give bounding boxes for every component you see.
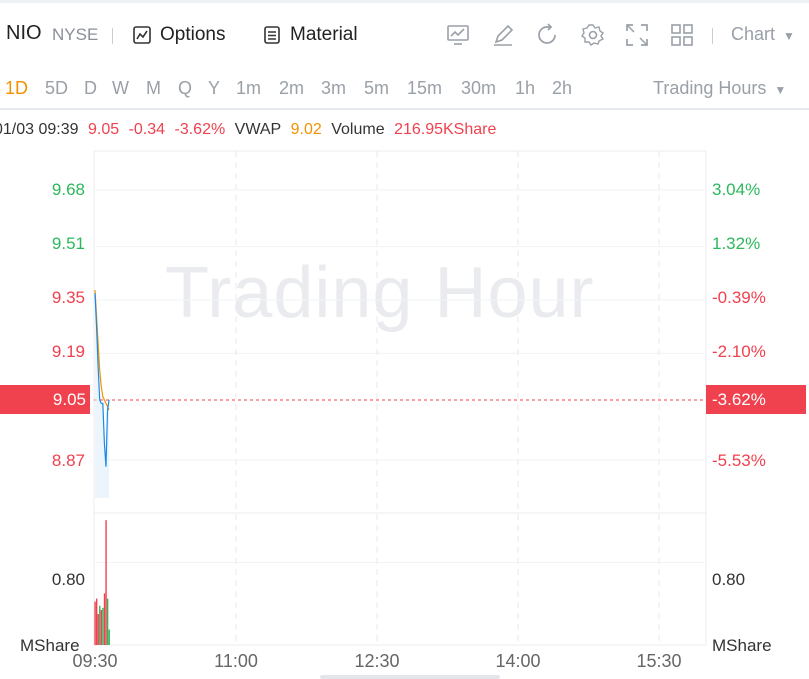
chart-display-icon[interactable] [445, 22, 471, 48]
material-button[interactable]: Material [262, 24, 358, 46]
reset-icon[interactable] [534, 22, 560, 48]
pct-tick-label: -5.53% [712, 451, 766, 470]
vwap-value: 9.02 [290, 121, 322, 138]
stock-symbol: NIO [6, 22, 42, 44]
price-line [94, 293, 110, 467]
period-tab[interactable]: 2m [279, 78, 305, 98]
period-tab[interactable]: 1h [515, 78, 536, 98]
trading-hours-label: Trading Hours [653, 78, 767, 98]
pct-tick-label: 1.32% [712, 234, 761, 253]
volume-bar [94, 601, 96, 645]
plot-frame [93, 150, 707, 646]
caret-down-icon: ▼ [783, 29, 795, 43]
current-price-label: 9.05 [52, 390, 86, 409]
caret-down-icon: ▼ [774, 83, 787, 97]
exchange-label: NYSE [52, 25, 99, 44]
current-pct-marker: -3.62% [706, 385, 806, 414]
period-tab[interactable]: Q [178, 78, 193, 98]
period-tabs: 1D 5D D W M Q Y 1m 2m 3m 5m 15m 30m 1h 2… [0, 66, 809, 110]
quote-price: 9.05 [87, 121, 120, 138]
x-tick-label: 14:00 [495, 651, 541, 671]
pct-tick-label: -0.39% [712, 288, 766, 307]
layout-grid-icon[interactable] [669, 22, 695, 48]
period-tab[interactable]: 15m [407, 78, 443, 98]
options-chart-icon [133, 26, 151, 44]
period-tab[interactable]: 30m [461, 78, 497, 98]
material-label: Material [290, 24, 358, 45]
vwap-line [94, 289, 110, 411]
settings-icon[interactable] [580, 22, 606, 48]
current-pct-label: -3.62% [712, 390, 766, 409]
price-tick-label: 9.51 [51, 234, 85, 253]
quote-change-pct: -3.62% [174, 121, 226, 138]
price-tick-label: 9.68 [51, 180, 85, 199]
volume-bar [102, 607, 104, 645]
volume-label: Volume [331, 121, 385, 138]
options-button[interactable]: Options [132, 24, 225, 46]
period-tab[interactable]: 3m [321, 78, 347, 98]
volume-tick-label: 0.80 [51, 570, 85, 589]
horizontal-scrollbar[interactable] [320, 675, 500, 679]
x-tick-label: 15:30 [636, 651, 682, 671]
chart-type-label: Chart [731, 24, 776, 44]
vwap-label: VWAP [234, 121, 282, 138]
volume-value: 216.95KShare [394, 121, 497, 138]
divider [712, 28, 713, 44]
quote-change: -0.34 [128, 121, 166, 138]
volume-bar [106, 598, 109, 645]
price-area [95, 293, 110, 498]
chart-type-select[interactable]: Chart ▼ [731, 24, 795, 45]
period-tab[interactable]: 1m [236, 78, 262, 98]
top-border [0, 0, 809, 3]
period-tab[interactable]: 5D [45, 78, 69, 98]
trading-hours-select[interactable]: Trading Hours ▼ [653, 78, 786, 99]
quote-datetime: 01/03 09:39 [0, 121, 79, 138]
period-tab[interactable]: Y [208, 78, 221, 98]
volume-bar [100, 609, 103, 645]
x-tick-label: 09:30 [72, 651, 118, 671]
volume-unit-label: MShare [712, 636, 772, 655]
price-tick-label: 9.19 [51, 342, 85, 361]
pct-tick-label: -2.10% [712, 342, 766, 361]
period-tab[interactable]: D [84, 78, 97, 98]
x-tick-label: 11:00 [214, 651, 258, 671]
divider [112, 28, 113, 44]
volume-bar [95, 598, 98, 645]
draw-pen-icon[interactable] [490, 22, 516, 48]
document-icon [264, 26, 280, 44]
fullscreen-icon[interactable] [624, 22, 650, 48]
price-tick-label: 9.35 [51, 288, 85, 307]
volume-unit-label: MShare [20, 636, 80, 655]
period-tab[interactable]: W [112, 78, 129, 98]
volume-bar [105, 520, 107, 645]
volume-tick-label: 0.80 [712, 570, 746, 589]
period-tab[interactable]: 1D [5, 78, 29, 98]
volume-bar [99, 605, 101, 645]
volume-bar [108, 629, 110, 645]
pct-tick-label: 3.04% [712, 180, 761, 199]
quote-info-bar: 01/03 09:39 9.05 -0.34 -3.62% VWAP 9.02 … [0, 121, 501, 139]
x-tick-label: 12:30 [354, 651, 400, 671]
period-tab[interactable]: 2h [552, 78, 573, 98]
current-price-marker: 9.05 [0, 385, 90, 414]
price-tick-label: 8.87 [51, 451, 85, 470]
volume-bar [103, 593, 106, 645]
options-label: Options [160, 24, 226, 45]
volume-bar [97, 614, 99, 645]
period-tab[interactable]: M [146, 78, 161, 98]
period-tab[interactable]: 5m [364, 78, 390, 98]
